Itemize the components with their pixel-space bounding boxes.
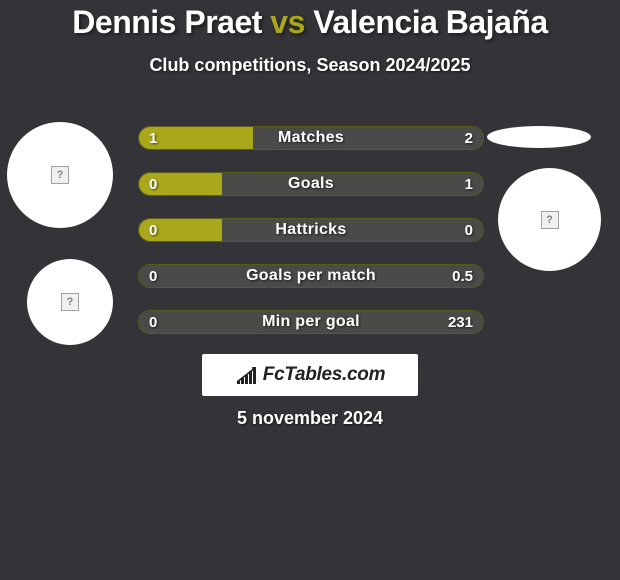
image-placeholder-icon bbox=[51, 166, 69, 184]
comparison-bars: 12Matches 01Goals 00Hattricks 00.5Goals per… bbox=[138, 126, 484, 356]
branding-text: FcTables.com bbox=[263, 364, 385, 386]
stat-bar-row: 00.5Goals per match bbox=[138, 264, 484, 288]
title-vs: vs bbox=[270, 4, 305, 40]
stat-label: Matches bbox=[139, 127, 483, 149]
player1-club-avatar bbox=[27, 259, 113, 345]
player2-avatar bbox=[498, 168, 601, 271]
page-title: Dennis Praet vs Valencia Bajaña bbox=[0, 0, 620, 41]
stat-label: Min per goal bbox=[139, 311, 483, 333]
stat-label: Goals per match bbox=[139, 265, 483, 287]
stat-bar-row: 12Matches bbox=[138, 126, 484, 150]
stat-bar-row: 0231Min per goal bbox=[138, 310, 484, 334]
comparison-infographic: Dennis Praet vs Valencia Bajaña Club com… bbox=[0, 0, 620, 580]
title-player2: Valencia Bajaña bbox=[313, 4, 547, 40]
title-player1: Dennis Praet bbox=[72, 4, 262, 40]
stat-bar-row: 01Goals bbox=[138, 172, 484, 196]
fctables-logo-icon bbox=[235, 366, 257, 384]
stat-label: Hattricks bbox=[139, 219, 483, 241]
subtitle: Club competitions, Season 2024/2025 bbox=[0, 55, 620, 76]
player2-ellipse bbox=[487, 126, 591, 148]
image-placeholder-icon bbox=[61, 293, 79, 311]
branding-badge: FcTables.com bbox=[202, 354, 418, 396]
stat-label: Goals bbox=[139, 173, 483, 195]
player1-avatar bbox=[7, 122, 113, 228]
date-label: 5 november 2024 bbox=[0, 408, 620, 429]
stat-bar-row: 00Hattricks bbox=[138, 218, 484, 242]
image-placeholder-icon bbox=[541, 211, 559, 229]
